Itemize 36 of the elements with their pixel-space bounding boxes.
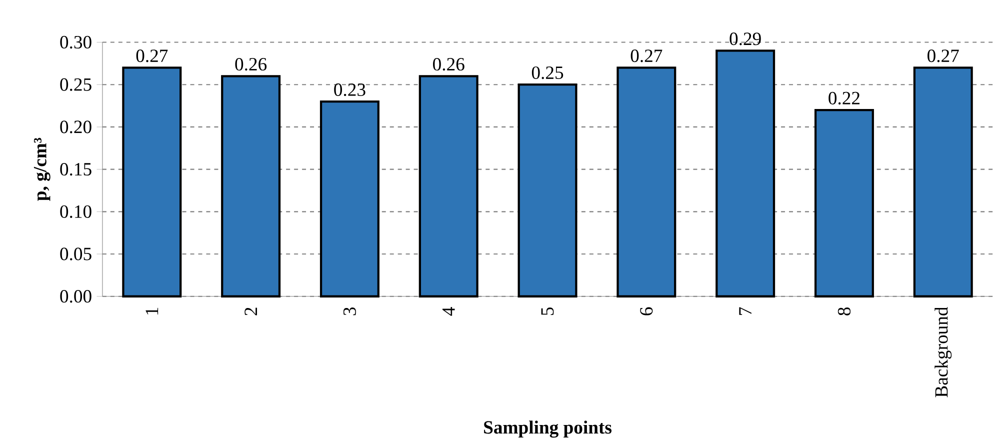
y-tick-label: 0.00 bbox=[60, 290, 92, 303]
data-label: 0.26 bbox=[235, 58, 267, 71]
y-tick-label: 0.20 bbox=[60, 120, 92, 134]
y-tick-label: 0.25 bbox=[60, 78, 92, 91]
data-label: 0.22 bbox=[828, 92, 860, 104]
x-tick-label: 8 bbox=[838, 307, 851, 316]
data-label: 0.26 bbox=[433, 58, 464, 71]
data-label: 0.27 bbox=[136, 49, 168, 62]
bar bbox=[716, 50, 776, 298]
y-axis-title: p, g/cm³ bbox=[34, 138, 50, 201]
data-label: 0.23 bbox=[334, 83, 366, 96]
x-tick-label: 2 bbox=[244, 308, 257, 316]
bar bbox=[122, 66, 182, 298]
bar bbox=[418, 75, 478, 298]
x-tick-label: 5 bbox=[541, 307, 554, 315]
bar bbox=[814, 108, 874, 298]
data-label: 0.29 bbox=[730, 32, 761, 46]
x-tick-label: 6 bbox=[640, 307, 653, 316]
bar bbox=[518, 84, 578, 298]
x-tick-label: 1 bbox=[146, 308, 158, 314]
x-tick-label: 3 bbox=[343, 307, 356, 316]
x-tick-label: 4 bbox=[442, 307, 455, 316]
bar bbox=[221, 75, 281, 298]
data-label: 0.25 bbox=[532, 66, 564, 80]
bar bbox=[616, 66, 676, 298]
x-tick-label: Background bbox=[934, 306, 952, 398]
y-tick-label: 0.10 bbox=[60, 205, 92, 218]
bar bbox=[913, 66, 973, 298]
y-tick-label: 0.05 bbox=[60, 248, 92, 260]
data-label: 0.27 bbox=[928, 49, 959, 62]
x-axis-title: Sampling points bbox=[484, 420, 612, 438]
x-tick-label: 7 bbox=[739, 307, 752, 315]
y-tick-label: 0.15 bbox=[60, 162, 92, 176]
y-tick-label: 0.30 bbox=[60, 36, 92, 49]
bar bbox=[320, 100, 380, 298]
data-label: 0.27 bbox=[630, 49, 662, 62]
